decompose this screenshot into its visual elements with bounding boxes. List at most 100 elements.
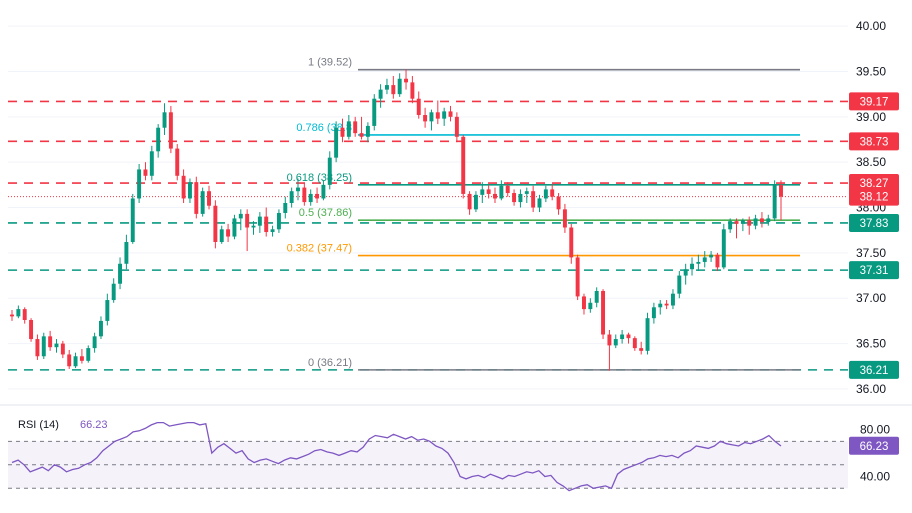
candle-body (321, 184, 326, 199)
candle (257, 212, 262, 233)
candle (709, 251, 714, 262)
candle-body (283, 203, 288, 213)
candle-body (365, 125, 370, 137)
rsi-pane: 80.00 40.00 RSI (14) 66.23 66.23 (8, 419, 899, 492)
candle (213, 200, 218, 249)
rsi-title: RSI (14) (18, 419, 59, 431)
candle-body (302, 187, 307, 203)
candle-body (232, 218, 237, 237)
support-badge-label: 37.31 (860, 265, 889, 277)
candle-body (92, 336, 97, 349)
candle (302, 183, 307, 206)
candle (632, 336, 637, 351)
candle (327, 151, 332, 190)
candle-body (715, 254, 720, 268)
candle-body (99, 320, 103, 337)
y-tick-label: 38.50 (856, 155, 886, 169)
candle (728, 218, 733, 233)
candle-body (372, 98, 377, 126)
candle-body (632, 338, 637, 349)
candle-body (747, 220, 752, 226)
candle (651, 302, 656, 324)
price-axis[interactable]: 40.0039.5039.0038.5038.0037.5037.0036.50… (856, 19, 886, 396)
candle-body (346, 121, 351, 137)
candle-body (296, 187, 300, 192)
resistance-badge (849, 92, 899, 111)
candle-body (105, 300, 110, 321)
candle-body (22, 309, 27, 320)
candle-body (41, 336, 46, 357)
candle (353, 116, 358, 137)
candle (442, 107, 447, 126)
candle-body (588, 302, 593, 310)
candle-body (613, 339, 618, 346)
candle (48, 330, 53, 351)
y-tick-label: 37.50 (856, 246, 886, 260)
resistance-badge (849, 174, 899, 193)
candle-body (397, 78, 402, 95)
fibonacci-retracement[interactable]: 1 (39.52)0.786 (38.80.618 (38.25)0.5 (37… (287, 57, 800, 371)
candle-body (721, 229, 726, 268)
candle (404, 69, 409, 90)
candle (340, 118, 345, 143)
candle-body (620, 334, 625, 340)
candle (137, 164, 142, 203)
candle-body (556, 196, 561, 210)
y-tick-label: 40.00 (856, 19, 886, 33)
candle (715, 252, 720, 272)
candle (92, 332, 97, 353)
candle-body (766, 218, 771, 223)
candle-body (200, 191, 205, 214)
candle-body (518, 193, 523, 203)
candle (54, 339, 59, 353)
candle (162, 103, 167, 135)
rsi-current-badge (849, 436, 899, 455)
fib-level-label: 0.382 (37.47) (287, 243, 352, 255)
candle-body (493, 193, 497, 199)
candle (518, 189, 523, 208)
candle (283, 196, 288, 219)
candle (315, 187, 320, 203)
candle (626, 332, 631, 344)
candle (251, 221, 256, 235)
candle (645, 312, 650, 355)
candle (594, 287, 599, 308)
rsi-value: 66.23 (80, 419, 108, 431)
candle (79, 349, 84, 364)
candle-body (423, 115, 428, 122)
candle-body (187, 182, 192, 199)
candle-body (626, 334, 631, 339)
price-badges: 39.17 38.73 38.27 37.83 37.31 36.21 38.12 (849, 92, 899, 379)
candle-body (264, 216, 269, 233)
candle-body (340, 127, 345, 137)
fib-level-label: 1 (39.52) (308, 57, 352, 69)
candle-body (670, 293, 675, 306)
candle (512, 189, 517, 206)
candle (60, 340, 65, 359)
candle (175, 144, 180, 181)
candle (582, 293, 586, 315)
candle (410, 76, 415, 104)
candle-body (168, 112, 173, 149)
candle-body (512, 193, 517, 203)
candle-body (181, 175, 186, 199)
candle-body (29, 320, 34, 340)
candle-body (16, 309, 21, 317)
candle-body (601, 290, 606, 335)
candle-body (461, 136, 466, 194)
rsi-current-label: 66.23 (860, 441, 889, 453)
candle (562, 203, 567, 233)
candle (658, 300, 663, 315)
candle (270, 225, 275, 237)
candle (200, 187, 205, 217)
fib-level-label: 0.618 (38.25) (287, 172, 352, 184)
candle-body (740, 220, 745, 224)
candle (143, 162, 148, 181)
candle-body (410, 82, 415, 99)
candle (753, 214, 758, 230)
candle (670, 289, 675, 310)
candle (473, 191, 478, 213)
candle-body (658, 303, 663, 308)
candle-body (124, 242, 129, 264)
